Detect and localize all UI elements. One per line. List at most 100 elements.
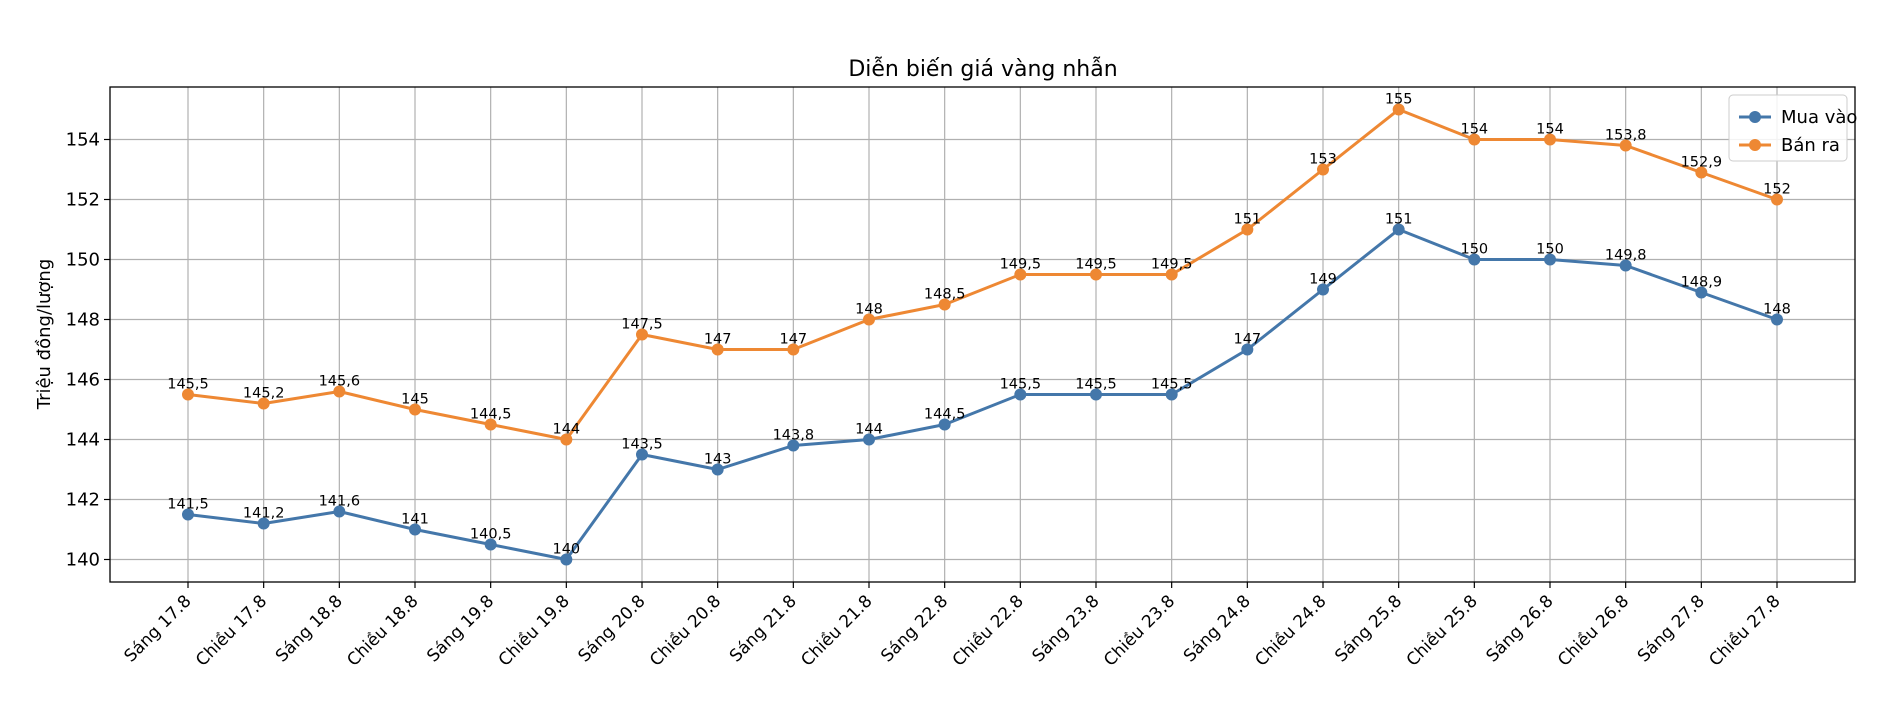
x-tick-label: Chiều 26.8: [1553, 591, 1633, 671]
data-point: [409, 523, 421, 536]
x-tick-label: Sáng 17.8: [121, 591, 196, 666]
x-tick-label: Sáng 23.8: [1029, 591, 1104, 666]
x-tick-label: Chiều 19.8: [494, 591, 574, 671]
data-point: [1090, 388, 1102, 401]
data-label: 141,2: [243, 506, 285, 522]
data-point: [711, 343, 724, 356]
data-label: 154: [1536, 122, 1564, 138]
data-label: 145,5: [1000, 377, 1042, 393]
data-label: 144: [855, 422, 883, 438]
plot-frame: [109, 86, 1856, 583]
x-tick-label: Sáng 27.8: [1634, 591, 1709, 666]
y-tick-label: 152: [66, 190, 100, 211]
data-label: 145,5: [167, 377, 209, 393]
data-label: 153,8: [1605, 128, 1647, 144]
data-label: 143: [704, 452, 732, 468]
legend-marker: [1749, 111, 1761, 123]
data-point: [711, 463, 724, 476]
data-point: [484, 418, 497, 431]
data-label: 152,9: [1681, 155, 1723, 171]
y-tick-label: 146: [66, 370, 100, 391]
data-label: 147: [779, 332, 807, 348]
data-label: 147: [1233, 332, 1261, 348]
grid: [110, 87, 1855, 582]
data-label: 149,5: [1075, 257, 1117, 273]
y-axis: 140 142 144 146 148 150 152 154: [66, 130, 110, 571]
legend-entry: Mua vào: [1781, 107, 1857, 128]
data-label: 148: [855, 302, 883, 318]
data-label: 147: [704, 332, 732, 348]
y-tick-label: 148: [66, 310, 100, 331]
data-label: 144: [552, 422, 580, 438]
data-point: [1014, 388, 1027, 401]
data-label: 149,5: [1151, 257, 1193, 273]
x-tick-label: Chiều 24.8: [1251, 591, 1331, 671]
x-tick-label: Sáng 26.8: [1483, 591, 1558, 666]
data-point: [182, 388, 194, 401]
y-tick-label: 144: [66, 430, 100, 451]
x-tick-label: Chiều 27.8: [1705, 591, 1785, 671]
data-point: [1619, 259, 1632, 272]
data-point: [863, 433, 875, 446]
series: [182, 103, 1783, 566]
series-line-1: [187, 228, 1778, 561]
x-tick-label: Sáng 20.8: [575, 591, 650, 666]
y-tick-label: 140: [66, 550, 100, 571]
data-label: 152: [1763, 182, 1791, 198]
x-tick-label: Chiều 23.8: [1099, 591, 1179, 671]
data-point: [1165, 268, 1178, 281]
data-label: 141: [401, 512, 429, 528]
data-label: 145,5: [1075, 377, 1117, 393]
data-point: [1317, 163, 1329, 176]
data-point: [1014, 268, 1027, 281]
data-label: 148,5: [924, 287, 966, 303]
x-tick-label: Sáng 24.8: [1180, 591, 1255, 666]
data-label: 151: [1233, 212, 1261, 228]
data-label: 150: [1460, 242, 1488, 258]
data-point: [1317, 283, 1329, 296]
legend-marker: [1749, 139, 1761, 151]
data-label: 144,5: [924, 407, 966, 423]
data-point: [636, 328, 648, 341]
data-point: [560, 433, 573, 446]
x-tick-label: Sáng 18.8: [272, 591, 347, 666]
data-point: [1695, 286, 1708, 299]
data-point: [182, 508, 194, 521]
data-point: [1165, 388, 1178, 401]
x-tick-label: Sáng 19.8: [423, 591, 498, 666]
legend-entry: Bán ra: [1781, 135, 1840, 156]
data-point: [863, 313, 875, 326]
data-point: [1392, 223, 1405, 236]
data-point: [787, 343, 800, 356]
data-point: [257, 397, 270, 410]
y-axis-label: Triệu đồng/lượng: [34, 259, 55, 411]
x-tick-label: Sáng 25.8: [1331, 591, 1406, 666]
data-point: [1619, 139, 1632, 152]
data-labels: 141,5 141,2 141,6 141 140,5 140 143,5 143 143,8 1…: [167, 92, 1791, 558]
data-point: [1392, 103, 1405, 116]
data-point: [560, 553, 573, 566]
data-point: [257, 517, 270, 530]
x-tick-label: Sáng 22.8: [877, 591, 952, 666]
data-label: 144,5: [470, 407, 512, 423]
legend: Mua vào Bán ra: [1728, 94, 1857, 162]
data-point: [1771, 313, 1783, 326]
data-label: 148: [1763, 302, 1791, 318]
x-tick-label: Chiều 21.8: [797, 591, 877, 671]
data-point: [409, 403, 421, 416]
data-point: [1544, 253, 1556, 266]
chart-title: Diễn biến giá vàng nhẫn: [848, 56, 1117, 82]
data-label: 145,6: [319, 374, 361, 390]
data-label: 145: [401, 392, 429, 408]
data-point: [636, 448, 648, 461]
data-point: [1771, 193, 1783, 206]
data-point: [333, 385, 346, 398]
data-point: [1544, 133, 1556, 146]
data-label: 155: [1385, 92, 1413, 108]
data-point: [938, 418, 951, 431]
data-label: 143,8: [773, 428, 815, 444]
data-label: 148,9: [1681, 275, 1723, 291]
data-label: 147,5: [621, 317, 663, 333]
